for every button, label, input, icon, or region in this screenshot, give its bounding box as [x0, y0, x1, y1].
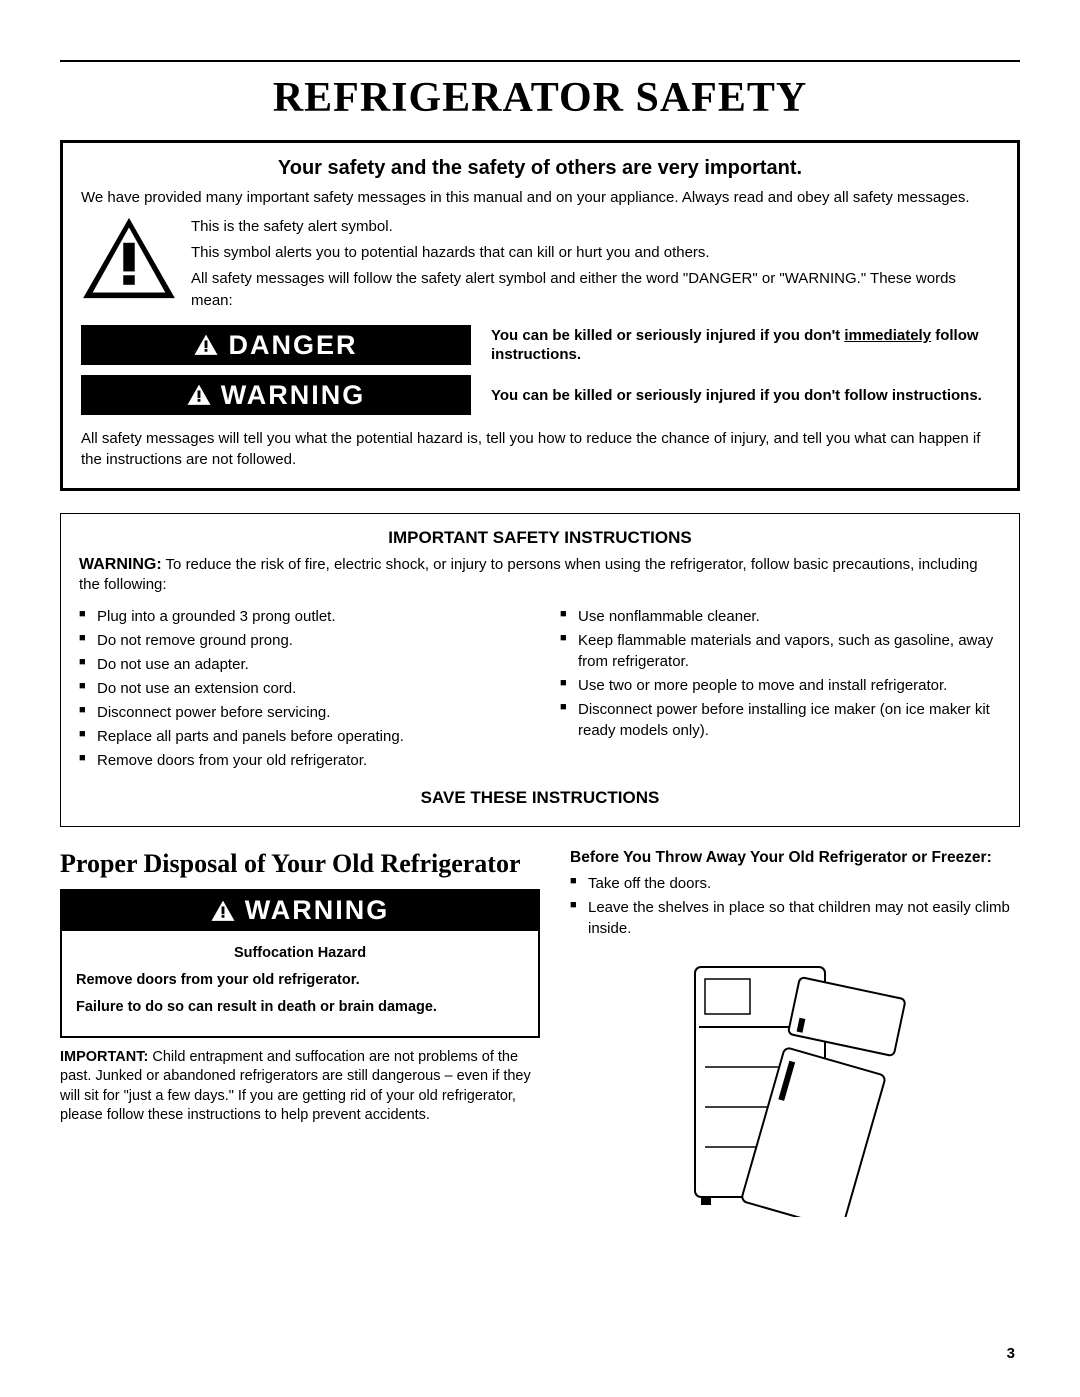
isi-lead-b: WARNING: — [79, 556, 162, 573]
isi-item: Disconnect power before installing ice m… — [560, 699, 1001, 741]
alert-triangle-small-icon — [194, 333, 218, 357]
important-paragraph: IMPORTANT: Child entrapment and suffocat… — [60, 1048, 540, 1126]
important-b: IMPORTANT: — [60, 1049, 148, 1065]
isi-item: Plug into a grounded 3 prong outlet. — [79, 606, 520, 627]
page-number: 3 — [1007, 1345, 1015, 1362]
disposal-left: Proper Disposal of Your Old Refrigerator… — [60, 849, 540, 1217]
alert-line-2: All safety messages will follow the safe… — [191, 268, 999, 312]
warning-label: WARNING — [81, 375, 471, 415]
suffocation-inner: Suffocation Hazard Remove doors from you… — [62, 931, 538, 1036]
suffocation-line: Suffocation Hazard — [76, 943, 524, 964]
alert-triangle-small-icon — [211, 899, 235, 923]
suffocation-line: Failure to do so can result in death or … — [76, 997, 524, 1018]
disposal-section: Proper Disposal of Your Old Refrigerator… — [60, 849, 1020, 1217]
before-item: Take off the doors. — [570, 873, 1020, 894]
alert-symbol-row: This is the safety alert symbol. This sy… — [81, 216, 999, 315]
isi-item: Disconnect power before servicing. — [79, 702, 520, 723]
isi-columns: Plug into a grounded 3 prong outlet. Do … — [79, 606, 1001, 774]
warning-label-text: WARNING — [221, 380, 366, 411]
warning-label-2-text: WARNING — [245, 895, 390, 926]
disposal-title: Proper Disposal of Your Old Refrigerator — [60, 849, 540, 879]
isi-col-left: Plug into a grounded 3 prong outlet. Do … — [79, 606, 520, 774]
save-instructions: SAVE THESE INSTRUCTIONS — [79, 788, 1001, 808]
page-title: REFRIGERATOR SAFETY — [60, 74, 1020, 122]
isi-item: Replace all parts and panels before oper… — [79, 726, 520, 747]
danger-desc-pre: You can be killed or seriously injured i… — [491, 327, 844, 344]
isi-title: IMPORTANT SAFETY INSTRUCTIONS — [79, 528, 1001, 548]
danger-desc-u: immediately — [844, 327, 931, 344]
warning-desc: You can be killed or seriously injured i… — [491, 386, 999, 406]
refrigerator-illustration-icon — [665, 957, 925, 1217]
safety-footer: All safety messages will tell you what t… — [81, 429, 999, 470]
alert-line-0: This is the safety alert symbol. — [191, 216, 999, 238]
isi-item: Do not use an extension cord. — [79, 678, 520, 699]
safety-subtitle: Your safety and the safety of others are… — [81, 157, 999, 180]
isi-item: Do not use an adapter. — [79, 654, 520, 675]
alert-triangle-icon — [81, 216, 177, 302]
danger-row: DANGER You can be killed or seriously in… — [81, 325, 999, 365]
before-heading: Before You Throw Away Your Old Refrigera… — [570, 849, 1020, 867]
isi-item: Do not remove ground prong. — [79, 630, 520, 651]
top-rule — [60, 60, 1020, 62]
alert-line-1: This symbol alerts you to potential haza… — [191, 242, 999, 264]
danger-desc: You can be killed or seriously injured i… — [491, 326, 999, 365]
suffocation-line: Remove doors from your old refrigerator. — [76, 970, 524, 991]
isi-lead-text: To reduce the risk of fire, electric sho… — [79, 556, 978, 594]
alert-symbol-text: This is the safety alert symbol. This sy… — [191, 216, 999, 315]
warning-row: WARNING You can be killed or seriously i… — [81, 375, 999, 415]
warning-label-2: WARNING — [62, 891, 538, 931]
isi-item: Use two or more people to move and insta… — [560, 675, 1001, 696]
danger-label: DANGER — [81, 325, 471, 365]
isi-item: Use nonflammable cleaner. — [560, 606, 1001, 627]
isi-item: Remove doors from your old refrigerator. — [79, 750, 520, 771]
safety-intro: We have provided many important safety m… — [81, 188, 999, 208]
isi-lead: WARNING: To reduce the risk of fire, ele… — [79, 554, 1001, 596]
alert-triangle-small-icon — [187, 383, 211, 407]
suffocation-warning-box: WARNING Suffocation Hazard Remove doors … — [60, 889, 540, 1038]
important-safety-box: IMPORTANT SAFETY INSTRUCTIONS WARNING: T… — [60, 513, 1020, 827]
before-item: Leave the shelves in place so that child… — [570, 897, 1020, 939]
isi-col-right: Use nonflammable cleaner. Keep flammable… — [560, 606, 1001, 774]
disposal-right: Before You Throw Away Your Old Refrigera… — [570, 849, 1020, 1217]
isi-item: Keep flammable materials and vapors, suc… — [560, 630, 1001, 672]
safety-importance-box: Your safety and the safety of others are… — [60, 140, 1020, 491]
danger-label-text: DANGER — [228, 330, 357, 361]
